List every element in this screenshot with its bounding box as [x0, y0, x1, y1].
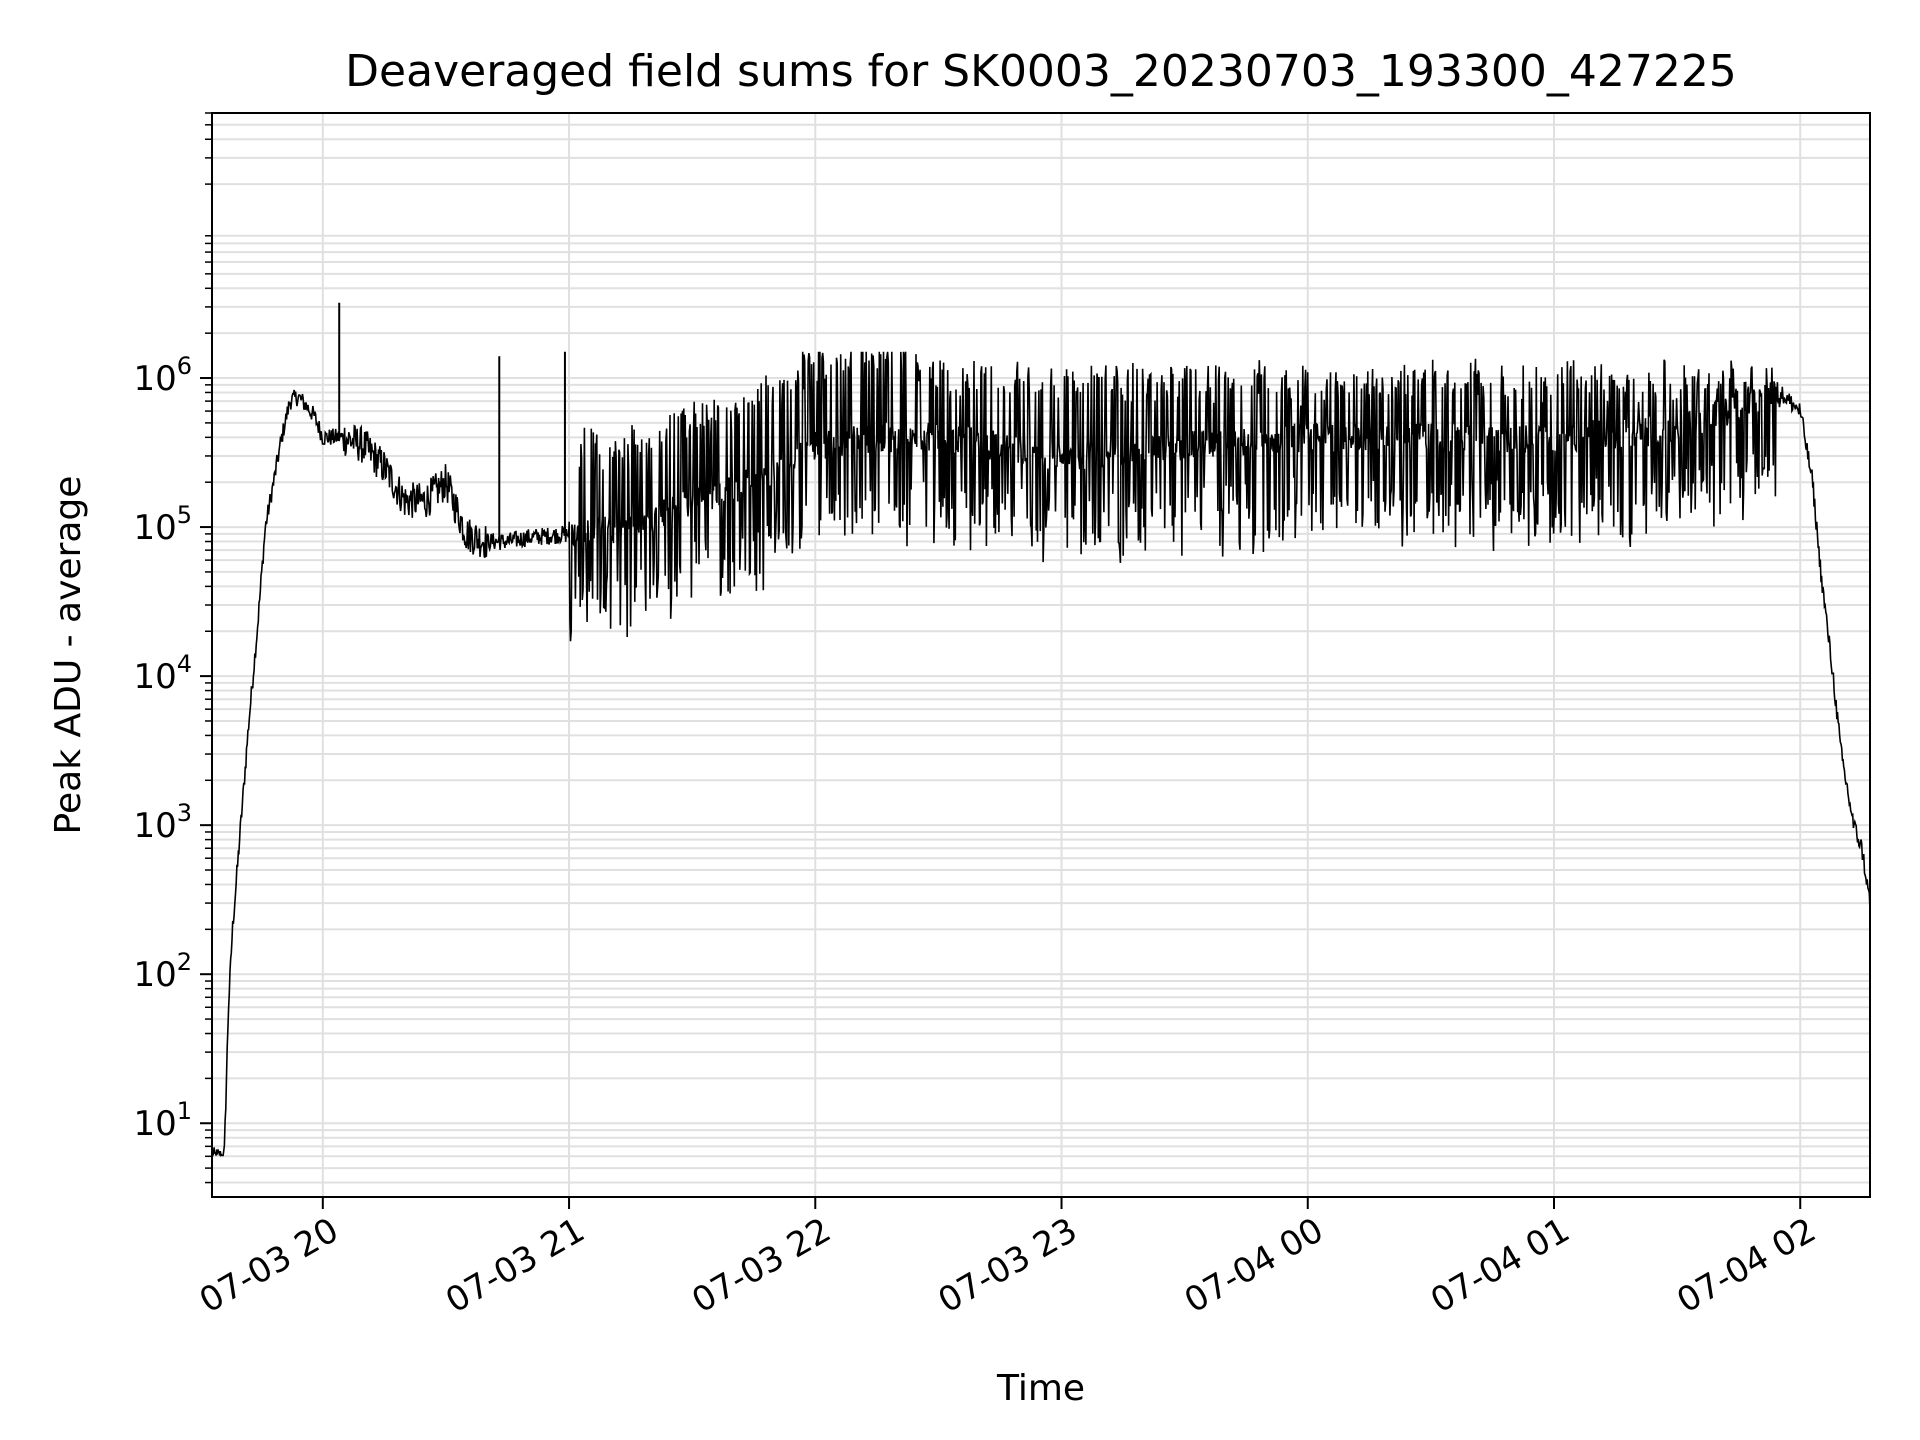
y-tick-label: 102 [133, 948, 192, 995]
data-line [211, 351, 1871, 1158]
x-axis-title: Time [996, 1368, 1085, 1409]
y-tick-label: 104 [133, 650, 192, 697]
y-tick-label: 106 [133, 352, 192, 399]
y-tick-label: 103 [133, 799, 192, 846]
y-axis-title: Peak ADU - average [48, 476, 89, 835]
y-tick-label: 101 [133, 1097, 192, 1144]
chart-title: Deaveraged field sums for SK0003_2023070… [345, 46, 1737, 97]
data-series [211, 302, 1871, 1158]
plot-frame [211, 112, 1871, 1198]
grid [212, 112, 1870, 1197]
y-tick-label: 105 [133, 501, 192, 548]
